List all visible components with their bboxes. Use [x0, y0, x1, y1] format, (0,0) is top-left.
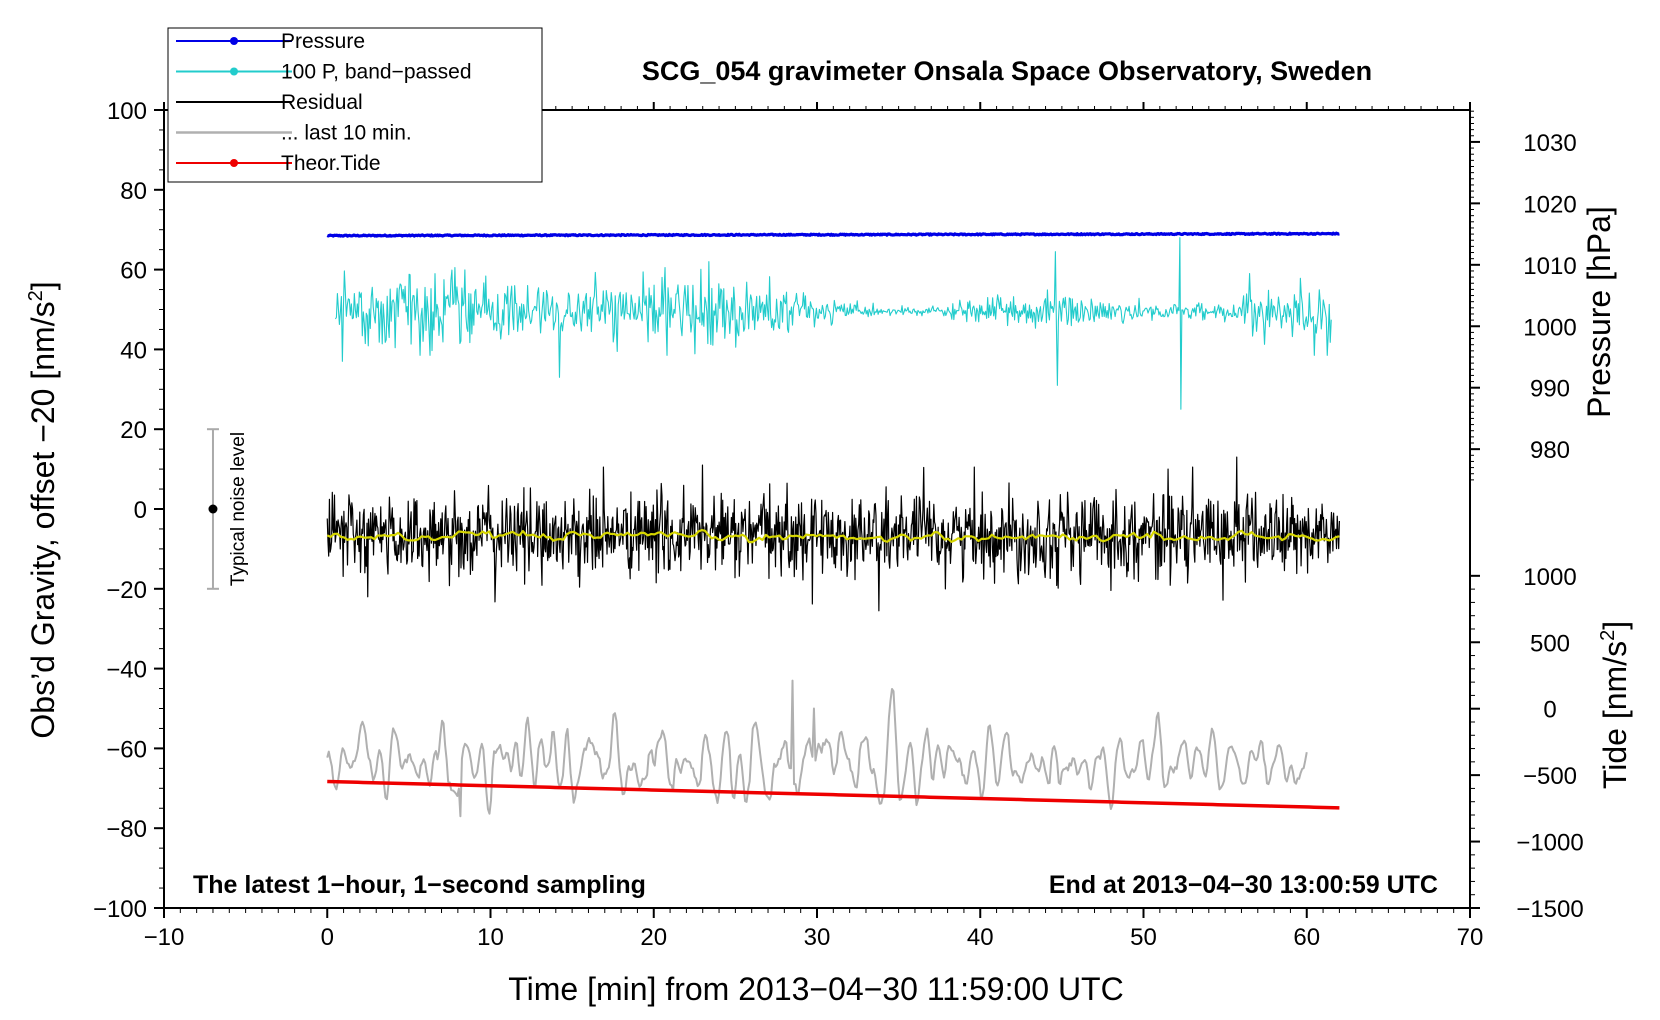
- series-layer: [326, 231, 1340, 818]
- tide-tick-label: 1000: [1523, 564, 1576, 591]
- y-tick-label: −20: [106, 577, 147, 604]
- y-tick-label: 60: [120, 258, 147, 285]
- x-tick-label: 60: [1293, 924, 1320, 951]
- y-tick-label: 40: [120, 337, 147, 364]
- noise-level-indicator: Typical noise level: [206, 428, 249, 590]
- legend-label: Theor.Tide: [281, 152, 381, 175]
- y-tick-label: −60: [106, 736, 147, 763]
- y-tick-label: −80: [106, 816, 147, 843]
- x-tick-label: 30: [804, 924, 831, 951]
- pressure-tick-label: 1010: [1523, 253, 1576, 280]
- y-axis-left: −100 −80 −60 −40 −20 0 20 40 60 80 100: [93, 98, 164, 923]
- pressure-tick-label: 1000: [1523, 314, 1576, 341]
- legend-item: Pressure: [176, 30, 365, 53]
- y-tick-label: −100: [93, 896, 147, 923]
- legend-label: 100 P, band−passed: [281, 61, 472, 84]
- pressure-tick-label: 1030: [1523, 130, 1576, 157]
- x-tick-label: 10: [477, 924, 504, 951]
- series-residual-smoothed: [326, 528, 1340, 544]
- legend-label: Residual: [281, 91, 363, 114]
- legend-marker: [230, 159, 238, 167]
- y-axis-left-title: Obs’d Gravity, offset −20 [nm/s2]: [25, 281, 61, 738]
- tide-tick-label: −1000: [1516, 830, 1583, 857]
- pressure-tick-label: 1020: [1523, 191, 1576, 218]
- y-tick-label: 20: [120, 417, 147, 444]
- legend-item: ... last 10 min.: [176, 122, 412, 145]
- legend: Pressure 100 P, band−passed Residual ... la…: [167, 27, 543, 183]
- x-tick-label: 0: [321, 924, 334, 951]
- x-tick-label: 40: [967, 924, 994, 951]
- tide-tick-label: 500: [1530, 630, 1570, 657]
- y-tick-label: 80: [120, 178, 147, 205]
- series-last-10-min: [326, 679, 1308, 818]
- legend-item: Theor.Tide: [176, 152, 381, 175]
- noise-level-dot: [208, 504, 218, 514]
- y-tick-label: −40: [106, 657, 147, 684]
- legend-label: ... last 10 min.: [281, 122, 412, 145]
- y-axis-tide: −1500 −1000 −500 0 500 1000: [1470, 564, 1584, 923]
- plot-frame: [163, 109, 1471, 909]
- annotation-bottom-left: The latest 1−hour, 1−second sampling: [193, 871, 646, 899]
- legend-item: Residual: [176, 91, 363, 114]
- tide-tick-label: 0: [1543, 697, 1556, 724]
- legend-marker: [230, 37, 238, 45]
- series-band-passed: [334, 237, 1332, 410]
- tide-tick-label: −1500: [1516, 896, 1583, 923]
- y-axis-pressure: 980 990 1000 1010 1020 1030: [1470, 130, 1577, 464]
- series-pressure: [326, 231, 1340, 238]
- series-residual: [326, 456, 1340, 612]
- y-axis-tide-title: Tide [nm/s2]: [1597, 621, 1633, 789]
- legend-box: [167, 27, 543, 183]
- x-tick-label: −10: [144, 924, 185, 951]
- x-tick-label: 20: [640, 924, 667, 951]
- minor-ticks: [159, 106, 1475, 913]
- legend-label: Pressure: [281, 30, 365, 53]
- pressure-tick-label: 990: [1530, 376, 1570, 403]
- pressure-tick-label: 980: [1530, 437, 1570, 464]
- annotation-bottom-right: End at 2013−04−30 13:00:59 UTC: [1049, 871, 1438, 899]
- legend-marker: [230, 67, 238, 76]
- y-tick-label: 100: [107, 98, 147, 125]
- y-axis-pressure-title: Pressure [hPa]: [1581, 206, 1617, 418]
- noise-level-label: Typical noise level: [228, 432, 249, 586]
- legend-item: 100 P, band−passed: [176, 61, 472, 84]
- chart-title: SCG_054 gravimeter Onsala Space Observat…: [642, 56, 1372, 86]
- x-tick-label: 50: [1130, 924, 1157, 951]
- tide-tick-label: −500: [1523, 763, 1577, 790]
- y-tick-label: 0: [134, 497, 147, 524]
- x-axis-title: Time [min] from 2013−04−30 11:59:00 UTC: [508, 971, 1123, 1007]
- series-theor-tide: [327, 779, 1340, 810]
- x-tick-label: 70: [1457, 924, 1484, 951]
